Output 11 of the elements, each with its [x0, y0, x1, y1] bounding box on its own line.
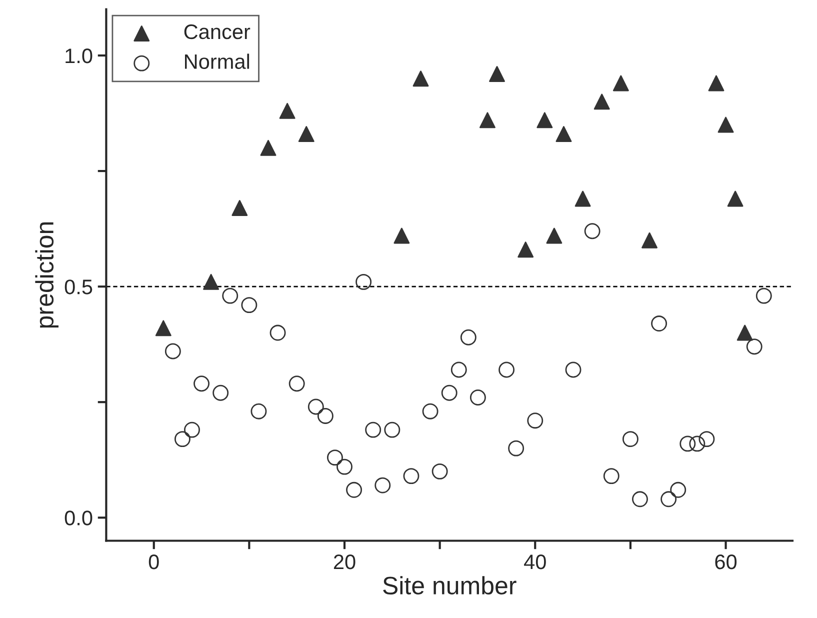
x-tick-label: 20 — [334, 554, 356, 570]
x-tick-label: 40 — [524, 554, 546, 570]
x-tick-label: 60 — [715, 554, 737, 570]
legend-label: Normal — [185, 54, 250, 69]
y-tick-label: 0.0 — [64, 510, 92, 526]
legend-label: Cancer — [184, 24, 250, 40]
y-tick-label: 0.5 — [64, 280, 92, 294]
x-axis-title: Site number — [383, 576, 516, 595]
y-tick-label: 1.0 — [66, 48, 92, 64]
y-axis-title: prediction — [35, 222, 58, 328]
x-tick-label: 0 — [148, 554, 159, 570]
